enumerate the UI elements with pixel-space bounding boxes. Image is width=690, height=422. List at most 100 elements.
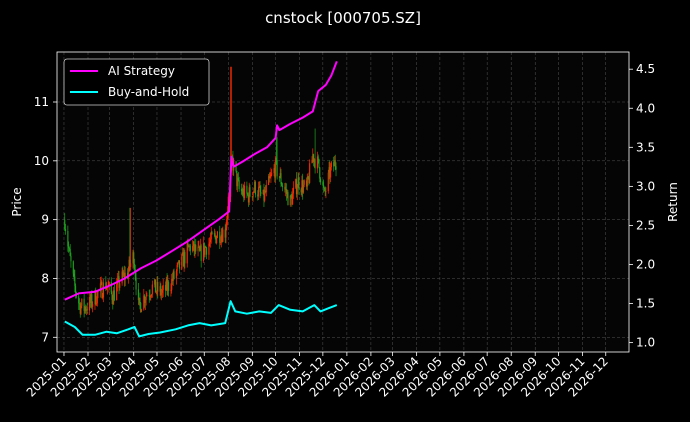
candle-body xyxy=(280,173,282,185)
candle-body xyxy=(64,229,67,231)
y-right-tick-label: 3.5 xyxy=(636,140,655,154)
candle-body xyxy=(182,252,184,267)
candle-body xyxy=(221,234,223,242)
candle-body xyxy=(258,186,260,188)
candle-body xyxy=(178,260,180,263)
candle-body xyxy=(240,189,243,192)
candle-body xyxy=(226,219,228,229)
candle-body xyxy=(333,162,335,167)
y-left-tick-label: 9 xyxy=(41,213,49,227)
candle-body xyxy=(102,282,105,298)
candle-body xyxy=(287,192,289,206)
candle-body xyxy=(86,309,88,311)
candle-body xyxy=(68,248,70,250)
candle-body xyxy=(188,245,191,248)
candle-body xyxy=(151,284,153,295)
candle-body xyxy=(132,252,134,264)
legend-box xyxy=(63,58,210,106)
candle-body xyxy=(78,303,81,305)
candle-body xyxy=(164,284,167,291)
candle-body xyxy=(316,156,318,169)
candle-body xyxy=(222,229,224,242)
candlesticks xyxy=(64,66,337,318)
candle-body xyxy=(209,239,212,243)
candle-body xyxy=(314,159,316,169)
candle-body xyxy=(334,160,336,167)
candle-body xyxy=(219,231,221,243)
candle-body xyxy=(170,289,172,291)
candle-body xyxy=(335,166,337,170)
candle-body xyxy=(90,294,92,303)
candle-body xyxy=(268,176,270,185)
candle-body xyxy=(200,245,202,261)
candle-body xyxy=(89,296,91,303)
candle-body xyxy=(302,184,305,193)
candle-body xyxy=(300,189,302,193)
candle-body xyxy=(273,168,275,174)
candle-body xyxy=(238,180,240,190)
candle-body xyxy=(324,189,326,192)
candle-body xyxy=(117,276,119,280)
candle-body xyxy=(199,246,201,251)
candle-body xyxy=(213,233,215,235)
candle-body xyxy=(257,194,259,197)
candle-body xyxy=(189,245,191,251)
candle-body xyxy=(161,292,163,296)
candle-body xyxy=(284,186,286,190)
candle-body xyxy=(146,295,148,297)
candle-body xyxy=(319,167,321,179)
y-left-tick-label: 8 xyxy=(41,271,49,285)
candle-body xyxy=(328,167,330,173)
candle-body xyxy=(306,180,308,187)
candle-body xyxy=(123,272,125,280)
candle-body xyxy=(205,246,207,248)
candle-body xyxy=(181,254,183,269)
candle-body xyxy=(247,194,249,203)
candle-body xyxy=(312,154,315,162)
candle-body xyxy=(102,297,104,299)
candle-body xyxy=(313,159,315,162)
candle-body xyxy=(127,270,129,279)
candle-body xyxy=(79,303,81,314)
candle-body xyxy=(138,297,140,301)
y-right-tick-label: 4.0 xyxy=(636,101,655,115)
candle-body xyxy=(192,245,194,251)
candle-body xyxy=(215,235,217,244)
candle-body xyxy=(211,232,213,235)
candle-body xyxy=(80,305,82,314)
candle-body xyxy=(330,162,332,168)
candle-body xyxy=(184,252,186,264)
candle-body xyxy=(139,297,141,304)
candle-body xyxy=(270,174,272,177)
candle-body xyxy=(206,247,208,255)
candle-body xyxy=(296,187,298,195)
y-left-tick-label: 7 xyxy=(41,330,49,344)
candle-body xyxy=(110,282,112,293)
candle-body xyxy=(214,233,216,236)
candle-body xyxy=(219,241,222,243)
candle-body xyxy=(124,272,126,280)
series-line-ai-strategy xyxy=(64,61,338,301)
candle-body xyxy=(171,278,173,290)
candle-body xyxy=(237,177,239,187)
candle-body xyxy=(264,190,267,193)
candle-body xyxy=(308,178,310,183)
candle-body xyxy=(151,294,153,297)
candle-body xyxy=(292,193,294,205)
candle-body xyxy=(73,273,75,277)
candle-body xyxy=(216,237,218,244)
candle-body xyxy=(64,219,66,230)
candle-body xyxy=(133,252,135,264)
candle-body xyxy=(144,295,146,304)
candle-body xyxy=(216,231,218,238)
candle-body xyxy=(162,284,164,291)
candle-body xyxy=(97,291,99,293)
candle-body xyxy=(204,246,206,255)
candle-body xyxy=(155,291,157,293)
candle-body xyxy=(281,185,284,187)
candle-body xyxy=(312,154,314,160)
candle-body xyxy=(149,295,151,297)
candle-body xyxy=(209,242,211,244)
candle-body xyxy=(295,179,298,195)
y-right-tick-label: 1.0 xyxy=(636,336,655,350)
